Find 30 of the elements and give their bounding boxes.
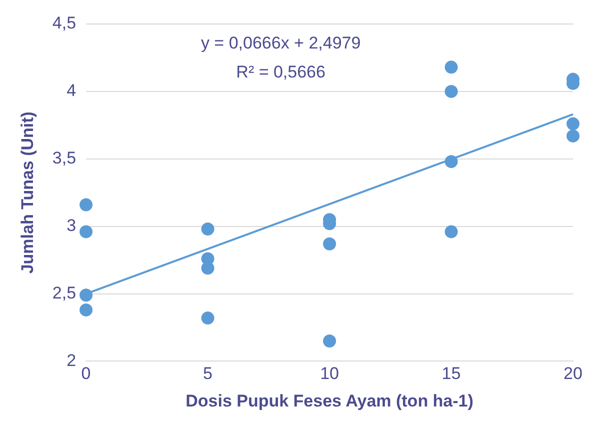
y-tick-label: 4,5	[52, 14, 76, 33]
point	[80, 198, 93, 212]
y-tick-label: 2,5	[52, 283, 76, 302]
point	[566, 129, 580, 142]
point	[201, 222, 214, 236]
point	[323, 334, 336, 348]
annotation: R² = 0,5666	[236, 62, 326, 82]
x-axis-title: Dosis Pupuk Feses Ayam (ton ha-1)	[186, 391, 474, 410]
point	[323, 237, 336, 250]
point	[444, 84, 458, 98]
x-tick-label: 5	[203, 364, 213, 384]
y-tick-label: 2	[66, 350, 76, 370]
point	[444, 225, 458, 238]
point	[444, 155, 458, 168]
x-tick-label: 20	[564, 364, 582, 384]
y-tick-label: 3,5	[52, 148, 76, 168]
point	[80, 288, 93, 302]
y-tick-label: 3	[66, 216, 76, 236]
point	[201, 262, 214, 275]
point	[80, 225, 93, 238]
x-tick-label: 15	[442, 364, 461, 384]
y-axis-title: Jumlah Tunas (Unit)	[18, 112, 37, 274]
y-tick-label: 4	[66, 81, 76, 100]
x-tick-label: 10	[320, 364, 339, 384]
point	[566, 117, 580, 130]
point	[201, 312, 214, 325]
annotation: y = 0,0666x + 2,4979	[200, 34, 361, 53]
x-tick-label: 0	[81, 364, 91, 384]
point	[444, 60, 458, 74]
point	[80, 303, 93, 316]
